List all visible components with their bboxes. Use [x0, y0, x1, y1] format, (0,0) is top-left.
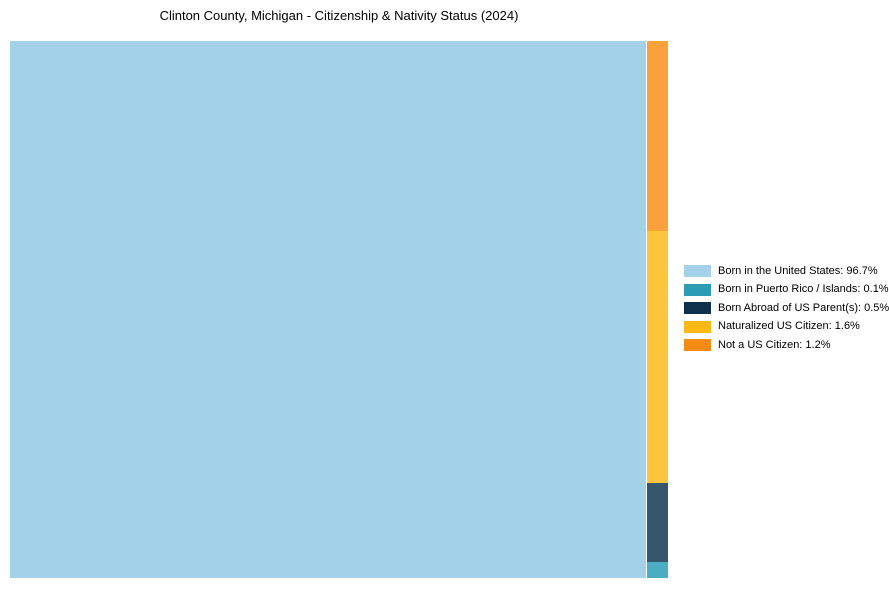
legend-swatch-born-puerto-rico — [684, 283, 711, 296]
legend-item-naturalized: Naturalized US Citizen: 1.6% — [684, 320, 889, 334]
legend-swatch-born-abroad — [684, 302, 711, 315]
treemap-cell-born-in-us — [10, 41, 646, 578]
legend-swatch-born-in-us — [684, 265, 711, 278]
treemap-canvas — [10, 41, 668, 578]
legend-label-not-citizen: Not a US Citizen: 1.2% — [718, 338, 831, 351]
treemap-cell-not-citizen — [646, 41, 668, 231]
legend-item-not-citizen: Not a US Citizen: 1.2% — [684, 339, 889, 352]
legend-label-naturalized: Naturalized US Citizen: 1.6% — [718, 320, 860, 333]
legend-label-born-in-us: Born in the United States: 96.7% — [718, 264, 878, 277]
legend-swatch-not-citizen — [684, 339, 711, 352]
legend-item-born-puerto-rico: Born in Puerto Rico / Islands: 0.1% — [684, 283, 889, 297]
treemap-strip — [646, 41, 668, 578]
legend-label-born-abroad: Born Abroad of US Parent(s): 0.5% — [718, 301, 889, 314]
legend-swatch-naturalized — [684, 320, 711, 333]
legend-label-born-puerto-rico: Born in Puerto Rico / Islands: 0.1% — [718, 283, 889, 296]
legend-item-born-abroad: Born Abroad of US Parent(s): 0.5% — [684, 302, 889, 315]
legend: Born in the United States: 96.7% Born in … — [684, 265, 889, 352]
legend-item-born-in-us: Born in the United States: 96.7% — [684, 265, 889, 278]
treemap-cell-born-puerto-rico — [646, 562, 668, 578]
treemap-cell-born-abroad — [646, 483, 668, 563]
treemap-cell-naturalized — [646, 230, 668, 484]
chart-title: Clinton County, Michigan - Citizenship &… — [159, 8, 519, 23]
